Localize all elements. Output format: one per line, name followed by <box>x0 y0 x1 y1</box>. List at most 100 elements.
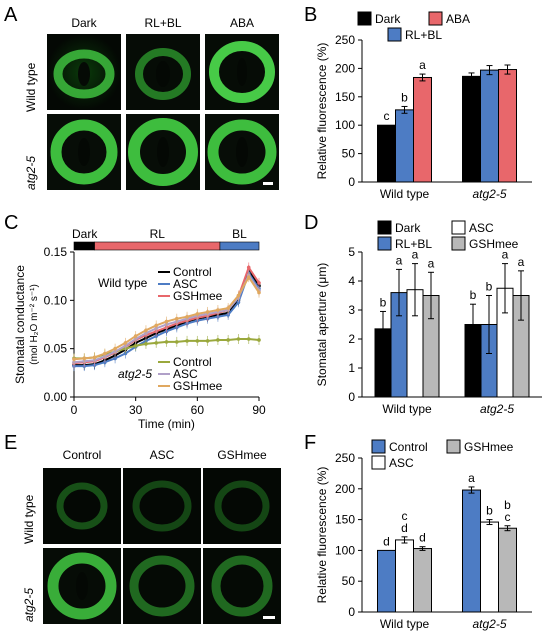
chart-c-x-tick-label: 60 <box>191 403 205 417</box>
chart-b-bar-aba-atg2-5 <box>498 69 517 183</box>
panel-a-row-label-wild-type: Wild type <box>24 62 38 112</box>
panel-a-image-wt-rlbl <box>126 34 200 110</box>
panel-e-col-label-control: Control <box>62 448 102 462</box>
chart-b-bar-aba-wild-type <box>413 76 432 183</box>
chart-d-significance-letter: b <box>470 288 477 302</box>
chart-b-bar-rl-bl-atg2-5 <box>480 69 499 183</box>
chart-d-legend-label-rl-bl: RL+BL <box>395 237 432 251</box>
panel-e-col-label-gshmee: GSHmee <box>217 448 267 462</box>
chart-f-significance-letter: d <box>401 521 408 535</box>
panel-letter-c: C <box>4 212 19 234</box>
panel-letter-d: D <box>304 212 319 234</box>
chart-d-legend-swatch-gshmee <box>451 236 466 251</box>
chart-d-significance-letter: a <box>412 248 419 262</box>
chart-c-point-atg2-5-gshmee <box>92 355 97 360</box>
chart-d-significance-letter: b <box>486 280 493 294</box>
chart-f-y-tick-label: 250 <box>335 451 355 465</box>
panel-e-image-atg-gshmee <box>203 548 281 624</box>
chart-c-y-tick-label: 0.05 <box>44 342 68 356</box>
chart-f-significance-letter: c <box>505 510 511 524</box>
chart-f-legend-label-gshmee: GSHmee <box>464 440 514 454</box>
chart-d-significance-letter: a <box>502 248 509 262</box>
chart-c-x-tick-label: 30 <box>129 403 143 417</box>
chart-c-point-atg2-5-gshmee <box>123 341 128 345</box>
chart-c-point-atg2-5-gshmee <box>174 316 179 321</box>
chart-c-point-atg2-5-control <box>174 340 179 344</box>
chart-c-y-label-units: (mol H₂O m⁻² s⁻¹) <box>29 284 40 365</box>
chart-c-point-atg2-5-gshmee <box>216 308 220 312</box>
chart-c-x-label: Time (min) <box>138 417 195 431</box>
chart-b-y-tick-label: 0 <box>348 175 355 189</box>
chart-c-point-wild-type-gshmee <box>257 281 261 285</box>
chart-f-bar-gshmee-wild-type <box>413 548 432 613</box>
chart-f-bar-asc-atg2-5 <box>480 521 499 613</box>
chart-c-legend-label-atg-asc: ASC <box>173 367 198 381</box>
chart-c-legend-title-wild-type: Wild type <box>98 276 148 290</box>
chart-d-y-tick-label: 3 <box>348 303 355 317</box>
chart-d-legend-label-asc: ASC <box>469 221 494 235</box>
chart-c-point-atg2-5-control <box>246 337 251 341</box>
chart-d-legend-label-gshmee: GSHmee <box>469 237 519 251</box>
chart-f-legend-swatch-control <box>371 439 386 454</box>
panel-e-image-wt-gshmee <box>203 468 281 544</box>
chart-f-y-tick-label: 0 <box>348 605 355 619</box>
chart-b-legend-swatch-aba <box>428 11 443 26</box>
chart-c-legend-label-atg-control: Control <box>173 355 212 369</box>
chart-d-legend-swatch-dark <box>377 220 392 235</box>
chart-c-point-atg2-5-gshmee <box>226 306 230 310</box>
chart-c-point-atg2-5-gshmee <box>246 275 251 279</box>
chart-b-x-tick-label-wild-type: Wild type <box>380 187 430 201</box>
chart-c-point-atg2-5-gshmee <box>257 290 261 295</box>
chart-c-point-atg2-5-control <box>236 337 241 341</box>
chart-c-light-bar-dark <box>73 241 95 251</box>
chart-c-point-atg2-5-gshmee <box>103 351 107 356</box>
panel-a-col-label-aba: ABA <box>229 16 254 30</box>
chart-b-legend-label-aba: ABA <box>446 12 470 26</box>
panel-letter-f: F <box>304 432 317 454</box>
panel-a-col-label-rlbl: RL+BL <box>144 16 182 30</box>
chart-c-point-atg2-5-control <box>205 339 210 343</box>
chart-c-light-bar-rl <box>94 241 221 251</box>
chart-f-significance-letter: d <box>383 534 390 548</box>
chart-d-significance-letter: a <box>518 255 525 269</box>
chart-f-legend-swatch-asc <box>371 455 386 470</box>
chart-b-bar-rl-bl-wild-type <box>395 109 414 183</box>
chart-c-y-tick-label: 0.00 <box>44 390 68 404</box>
panel-e-image-atg-control <box>43 548 121 624</box>
chart-c-legend-label-atg-gshmee: GSHmee <box>173 379 223 393</box>
chart-c-x-tick-label: 90 <box>252 403 266 417</box>
chart-c-point-atg2-5-control <box>133 343 138 348</box>
chart-c-point-atg2-5-control <box>154 341 159 345</box>
chart-b-legend-swatch-dark <box>357 11 372 26</box>
chart-c-point-atg2-5-gshmee <box>236 293 241 298</box>
panel-a-image-atg-dark <box>47 114 121 190</box>
chart-f: 0 50 100 150 200 250 Relative fluorescence (%)… <box>315 439 532 631</box>
chart-b-legend-label-rl-bl: RL+BL <box>405 28 442 42</box>
chart-d-significance-letter: a <box>428 256 435 270</box>
chart-f-y-tick-label: 150 <box>335 513 355 527</box>
chart-c-x-tick-label: 0 <box>71 403 78 417</box>
panel-a-image-wt-aba <box>205 34 279 110</box>
panel-e-row-label-wild-type: Wild type <box>22 494 36 544</box>
chart-c-point-atg2-5-control <box>144 342 148 346</box>
chart-f-y-tick-label: 50 <box>342 574 356 588</box>
chart-c-point-atg2-5-gshmee <box>164 319 169 324</box>
chart-d-x-tick-label-atg2-5: atg2-5 <box>480 402 514 416</box>
chart-c-point-atg2-5-control <box>216 338 220 342</box>
chart-b-y-tick-label: 150 <box>335 90 355 104</box>
chart-b-y-label: Relative fluorescence (%) <box>315 43 329 180</box>
chart-c-y-label: Stomatal conductance <box>13 265 27 384</box>
chart-f-y-label: Relative fluorescence (%) <box>315 467 329 604</box>
chart-b-significance-letter: a <box>419 58 426 72</box>
chart-c-point-atg2-5-gshmee <box>185 314 189 319</box>
panel-letter-a: A <box>4 4 18 26</box>
chart-c-point-atg2-5-gshmee <box>113 346 117 351</box>
chart-d-y-label: Stomatal aperture (μm) <box>315 263 329 387</box>
chart-c-light-bar-label-dark: Dark <box>72 227 98 241</box>
chart-b-y-tick-label: 100 <box>335 118 355 132</box>
chart-f-significance-letter: d <box>419 531 426 545</box>
chart-f-x-tick-label-atg2-5: atg2-5 <box>472 617 506 631</box>
chart-c-light-bar-label-rl: RL <box>150 227 166 241</box>
chart-c-y-tick-label: 0.15 <box>44 245 68 259</box>
chart-d-legend-label-dark: Dark <box>395 221 421 235</box>
